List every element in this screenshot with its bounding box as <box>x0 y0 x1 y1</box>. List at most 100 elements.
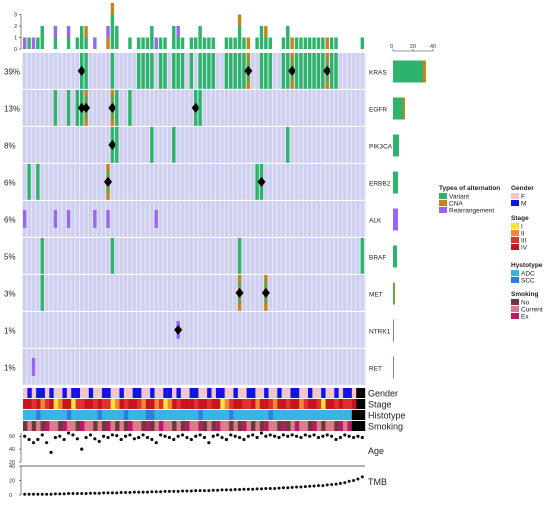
stage-track-cell <box>31 399 37 409</box>
matrix-cell <box>145 164 150 200</box>
matrix-cell <box>49 349 53 385</box>
matrix-cell <box>23 90 27 126</box>
alteration-variant <box>84 53 88 89</box>
smoking-track-cell <box>145 421 151 431</box>
tmb-point <box>106 491 110 495</box>
age-point <box>23 434 27 438</box>
tmb-point <box>115 491 119 495</box>
smoking-track-cell <box>110 421 116 431</box>
matrix-cell <box>338 238 343 274</box>
tmb-point <box>211 488 215 492</box>
gender-track-cell <box>251 388 256 398</box>
smoking-track-cell <box>347 421 353 431</box>
smoking-track-cell <box>180 421 186 431</box>
right-axis-tick-label: 40 <box>430 44 436 50</box>
matrix-cell <box>329 349 334 385</box>
smoking-track-cell <box>264 421 269 431</box>
tmb-point <box>80 492 84 496</box>
matrix-cell <box>158 127 163 163</box>
smoking-track-cell <box>198 421 203 431</box>
age-axis-tick-label: 20 <box>9 460 15 466</box>
alteration-variant <box>172 53 176 89</box>
matrix-cell <box>229 127 233 163</box>
matrix-cell <box>137 238 141 274</box>
alteration-matrix <box>22 53 366 385</box>
matrix-cell <box>145 349 150 385</box>
gender-legend-label: M <box>521 201 526 208</box>
age-point <box>211 434 215 438</box>
matrix-cell <box>58 53 62 89</box>
matrix-cell <box>58 127 62 163</box>
matrix-cell <box>251 275 255 311</box>
sample-count-bar <box>84 37 88 49</box>
gender-track-cell <box>264 388 269 398</box>
histotype-track-cell <box>119 410 125 420</box>
matrix-cell <box>229 275 233 311</box>
matrix-cell <box>347 275 351 311</box>
matrix-cell <box>75 201 80 237</box>
matrix-cell <box>343 238 347 274</box>
stage-track-cell <box>58 399 63 409</box>
gene-count-bar <box>393 60 423 83</box>
gender-track-cell <box>58 388 63 398</box>
matrix-cell <box>290 90 294 126</box>
smoking-track-cell <box>281 421 287 431</box>
matrix-cell <box>308 164 312 200</box>
histotype-track-cell <box>202 410 208 420</box>
age-point <box>356 434 360 438</box>
matrix-cell <box>40 164 44 200</box>
sample-count-bar <box>31 37 36 49</box>
sample-count-bar <box>106 37 110 49</box>
age-point <box>273 434 277 438</box>
sample-count-bar <box>308 37 312 49</box>
gender-track-cell <box>229 388 234 398</box>
matrix-cell <box>71 238 75 274</box>
matrix-cell <box>281 312 286 348</box>
stage-track-cell <box>167 399 173 409</box>
matrix-cell <box>299 238 303 274</box>
tmb-point <box>194 489 198 493</box>
gender-track-cell <box>137 388 142 398</box>
matrix-cell <box>277 127 281 163</box>
gene-label: ERBB2 <box>369 181 391 188</box>
histotype-track-cell <box>167 410 173 420</box>
matrix-cell <box>360 90 365 126</box>
matrix-cell <box>215 164 220 200</box>
age-point <box>167 435 171 440</box>
sample-count-bar <box>294 37 299 49</box>
stage-track-cell <box>115 399 120 409</box>
matrix-cell <box>101 275 106 311</box>
sample-count-bar <box>303 37 308 49</box>
smoking-track-cell <box>189 421 195 431</box>
histotype-track-cell <box>237 410 243 420</box>
sample-count-bar <box>325 37 329 49</box>
matrix-cell <box>163 164 167 200</box>
sample-count-bar <box>93 37 97 49</box>
matrix-cell <box>220 201 224 237</box>
alteration-variant <box>233 53 237 89</box>
gender-track-cell <box>338 388 344 398</box>
matrix-cell <box>242 164 246 200</box>
age-point <box>80 447 84 451</box>
age-point <box>202 435 207 440</box>
matrix-cell <box>294 90 299 126</box>
alteration-variant <box>255 164 259 200</box>
age-point <box>316 435 321 440</box>
tmb-axis-tick-label: 40 <box>9 464 15 470</box>
sample-count-bar <box>75 37 80 49</box>
matrix-cell <box>347 127 351 163</box>
gender-track-cell <box>93 388 98 398</box>
matrix-cell <box>264 238 268 274</box>
smoking-track-cell <box>255 421 260 431</box>
histotype-track-cell <box>286 410 291 420</box>
matrix-cell <box>281 127 286 163</box>
matrix-cell <box>132 238 137 274</box>
matrix-cell <box>119 53 123 89</box>
smoking-legend-label: Current <box>521 307 543 314</box>
matrix-cell <box>255 238 259 274</box>
smoking-track-cell <box>101 421 107 431</box>
histotype-track-cell <box>329 410 335 420</box>
matrix-cell <box>264 164 268 200</box>
matrix-cell <box>189 201 194 237</box>
